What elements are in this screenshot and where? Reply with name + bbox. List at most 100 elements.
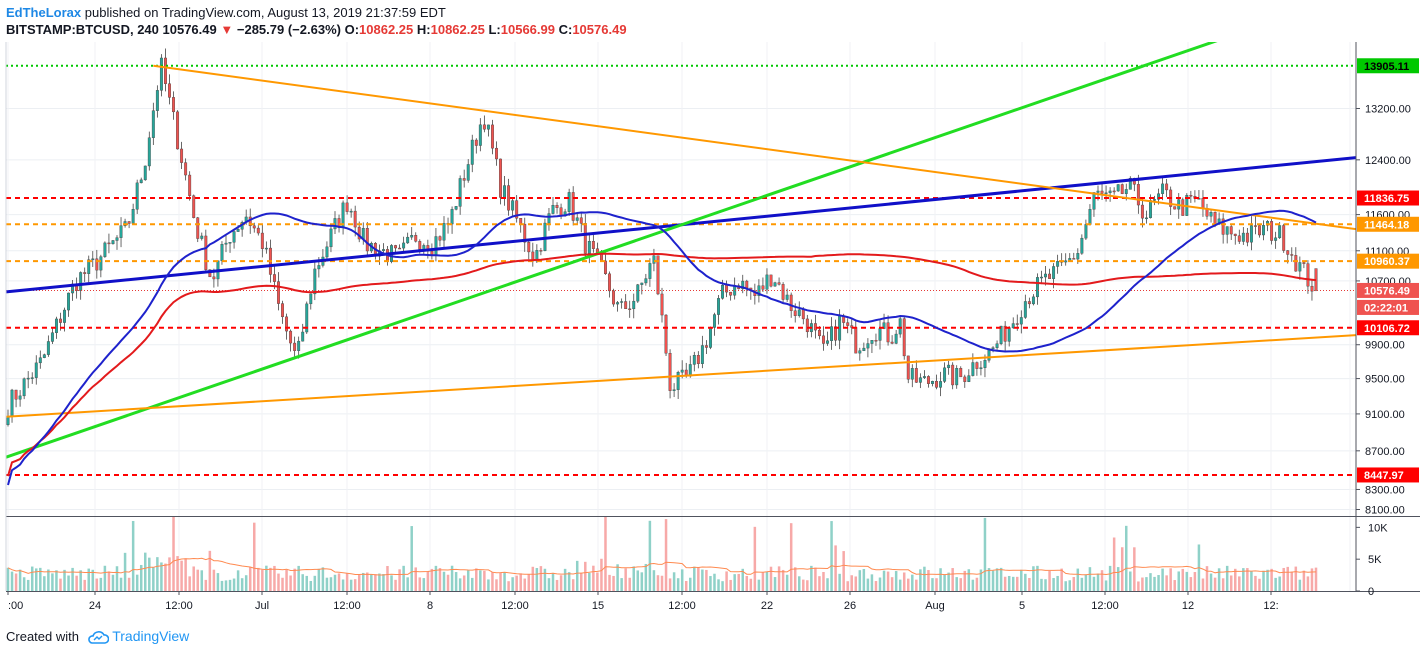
candle [1241,227,1245,245]
volume-bar [644,563,648,591]
volume-bar [1100,570,1104,591]
candle [519,218,523,233]
volume-bar [1282,567,1285,591]
author-name[interactable]: EdTheLorax [6,5,82,20]
price-axis[interactable]: 13200.0012400.0011600.0011100.0010700.00… [1356,104,1411,517]
volume-bar [1157,575,1160,591]
candle [1205,203,1209,220]
volume-bar [450,565,454,591]
volume-bar [567,572,571,591]
volume-bar [931,578,934,591]
candle [135,179,139,214]
moving-averages [7,209,1317,486]
volume-bar [709,576,712,591]
candle [967,369,971,383]
candle [870,340,874,353]
volume-bar [620,578,623,591]
volume-bar [297,565,300,591]
volume-bar [575,560,579,591]
candle [1290,247,1294,262]
candle [1108,187,1112,202]
volume-bar [733,574,736,591]
candle [115,235,119,250]
volume-bar [1266,569,1269,591]
volume-bar [894,571,898,591]
candle [1100,182,1104,200]
volume-bar [761,572,765,591]
candle [1003,321,1007,351]
volume-bar [592,565,595,591]
candle [943,362,947,383]
volume-bar [224,580,228,591]
candle [1019,310,1023,334]
volume-bar [1161,568,1164,591]
orange-support-line [6,334,1356,418]
candle [1245,227,1249,247]
candle [87,255,91,283]
volume-bar [357,575,361,591]
volume-bar [1274,577,1277,591]
candle [1221,213,1225,244]
candle [567,188,571,216]
volume-bar [656,575,660,591]
volume-bar [1314,567,1318,591]
volume-bar [1141,577,1144,591]
volume-bar [842,551,845,591]
time-tick-label: 12:00 [1091,600,1119,612]
countdown-badge: 02:22:01 [1357,299,1419,315]
volume-bar [483,570,486,591]
candle [6,409,10,427]
tradingview-brand[interactable]: TradingView [112,628,190,644]
volume-bar [495,579,498,591]
candle [890,335,894,345]
symbol-name[interactable]: BITSTAMP:BTCUSD, 240 [6,22,159,37]
candle [313,260,317,301]
volume-bar [874,581,878,591]
ma-50-line [7,209,1317,486]
volume-bar [745,575,749,591]
candle [434,228,438,262]
candle [1266,220,1270,232]
volume-bar [127,577,131,591]
candle [1120,183,1124,195]
candle [672,383,676,398]
volume-bar [1290,571,1294,591]
volume-bar [1056,575,1059,591]
candle [163,48,167,92]
volume-bar [866,578,870,591]
volume-bar [640,572,644,591]
last-price-badge: 10576.49 [1357,282,1419,298]
volume-bar [1032,566,1035,591]
candle [252,222,256,233]
volume-bar [1258,578,1261,591]
volume-bar [337,573,341,591]
candle [168,74,171,105]
candle [155,85,159,118]
volume-bar [543,568,547,591]
volume-bar [1052,578,1055,591]
candle [894,330,898,345]
volume-bar [475,568,478,591]
candle [660,287,664,323]
candle [446,217,450,234]
volume-bar [1201,578,1205,591]
level-price-badge-text: 11836.75 [1364,193,1409,205]
candle [539,247,543,256]
volume-bar [680,569,684,591]
candle [159,54,163,97]
time-axis[interactable]: :00 24 12:00 Jul 12:00 8 12:00 15 12:00 22 26 Aug 5 1… [7,591,1279,612]
volume-tick-label: 0 [1368,586,1374,598]
price-tick-label: 13200.00 [1365,104,1411,116]
volume-bar [426,571,430,591]
open-label: O: [344,22,360,37]
volume-bar [1302,570,1306,591]
volume-bar [1088,567,1092,591]
candle [975,361,979,376]
volume-bar [886,571,890,591]
candle [1253,216,1257,235]
candle [813,314,817,339]
candle [914,360,918,383]
candlestick-series [6,48,1318,427]
volume-bar [705,569,708,591]
